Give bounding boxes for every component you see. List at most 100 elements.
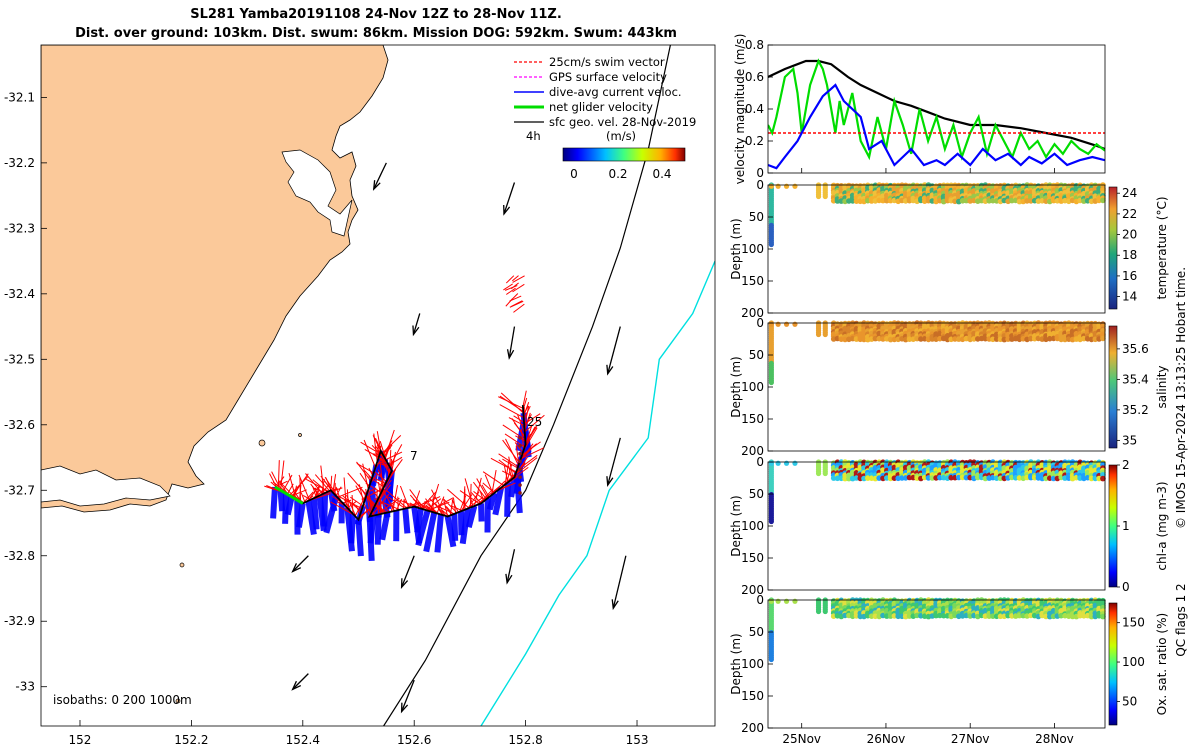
legend-geo: sfc geo. vel. 28-Nov-2019 [549, 115, 696, 129]
swim-vector [520, 447, 545, 460]
swim-vector [481, 484, 490, 498]
dive-marker [518, 491, 522, 495]
swim-vector [346, 494, 357, 518]
swim-vector [523, 405, 529, 415]
map-x-tick-label: 152.4 [286, 733, 320, 747]
speed-colorbar [562, 147, 686, 162]
swim-vector [384, 429, 395, 459]
section-sample [1100, 335, 1106, 342]
swim-vector [509, 293, 519, 302]
swim-vector [385, 489, 408, 509]
current-vector [323, 495, 340, 534]
swim-vector [289, 476, 308, 496]
current-vector [355, 519, 364, 557]
island [258, 439, 266, 447]
geo-vector [503, 182, 516, 215]
colorbar-unit: (m/s) [606, 129, 636, 143]
swim-vector [428, 497, 447, 517]
island [298, 433, 302, 437]
section-sample [768, 241, 774, 248]
swim-vector [365, 482, 382, 494]
swim-vector [470, 492, 482, 504]
section-y-tick-label: 200 [741, 583, 764, 597]
geo-vector-head [606, 476, 614, 487]
swim-vector [368, 489, 372, 513]
swim-vector [503, 465, 509, 483]
section-colorbar [1108, 464, 1118, 588]
section-colorbar [1108, 186, 1118, 310]
swim-vector [381, 487, 396, 512]
legend-dive-avg: dive-avg current veloc. [549, 85, 682, 99]
current-vector [305, 500, 317, 535]
velocity-panel: 0 0.2 0.4 0.6 0.8 velocity magnitude (m/s) [733, 34, 1106, 184]
current-vector [504, 482, 511, 517]
section-y-tick-label: 0 [756, 455, 764, 469]
section-sample [792, 321, 798, 327]
swim-vector [522, 390, 527, 407]
geo-vector-head [503, 204, 511, 216]
swim-vector [388, 449, 392, 477]
geo-vector [506, 549, 516, 583]
section-y-tick-label: 0 [756, 178, 764, 192]
section-sample [775, 598, 781, 604]
current-vector [444, 515, 457, 548]
velocity-series-0 [768, 59, 1105, 151]
swim-vector [514, 442, 524, 453]
current-vector [366, 516, 375, 562]
map-y-tick-label: -32.5 [4, 352, 35, 366]
section-y-tick-label: 50 [749, 348, 764, 362]
colorbar-tick: 0 [570, 167, 578, 181]
current-vector [434, 514, 444, 553]
swim-vector [503, 283, 513, 291]
map-y-tick-label: -32.3 [4, 221, 35, 235]
map-y-tick-label: -33 [15, 680, 35, 694]
swim-vector [385, 451, 403, 461]
map-x-tick-label: 153 [626, 733, 649, 747]
swim-vector [505, 275, 515, 284]
swim-vector [511, 275, 519, 282]
swim-vector [512, 275, 525, 283]
velocity-y-tick-label: 0 [756, 166, 764, 180]
section-sample [775, 460, 781, 466]
swim-vector [330, 501, 355, 516]
map-x-tick-label: 152.8 [508, 733, 542, 747]
current-vector [486, 492, 498, 511]
current-vector [478, 503, 485, 522]
swim-vector [522, 427, 538, 452]
legend: 25cm/s swim vector GPS surface velocity … [514, 55, 696, 181]
swim-vector [330, 475, 333, 491]
swim-vector [373, 470, 387, 483]
swim-vector [469, 483, 472, 508]
section-sample [775, 321, 781, 327]
dive-marker [518, 467, 522, 472]
swim-vector [478, 488, 494, 505]
swim-vector [515, 457, 538, 475]
section-sample [1100, 197, 1106, 204]
swim-vector [379, 460, 384, 490]
section-y-tick-label: 200 [741, 444, 764, 458]
swim-vector [511, 300, 523, 307]
section-sample [783, 321, 790, 327]
section-sample [815, 331, 822, 338]
swim-vector [512, 283, 525, 293]
swim-vector [361, 498, 371, 517]
geo-vector-head [400, 702, 409, 714]
current-vector [402, 508, 411, 534]
geo-vector [607, 437, 621, 486]
swim-vector [378, 456, 391, 475]
colorbar-label: salinity [1155, 365, 1169, 408]
swim-vector [499, 404, 524, 419]
track-label-7: 7 [410, 449, 418, 463]
section-y-tick-label: 200 [741, 306, 764, 320]
legend-net: net glider velocity [549, 100, 653, 114]
swim-vector [363, 439, 376, 468]
section-sample [815, 608, 822, 615]
colorbar-tick-label: 20 [1122, 228, 1137, 242]
section-sample [792, 183, 798, 189]
colorbar-tick-label: 35 [1122, 433, 1137, 447]
swim-vector [299, 477, 302, 503]
colorbar-tick-label: 1 [1122, 519, 1130, 533]
colorbar-label: Ox. sat. ratio (%) [1155, 613, 1169, 715]
estuary-south [41, 465, 171, 507]
current-vector [282, 493, 290, 524]
